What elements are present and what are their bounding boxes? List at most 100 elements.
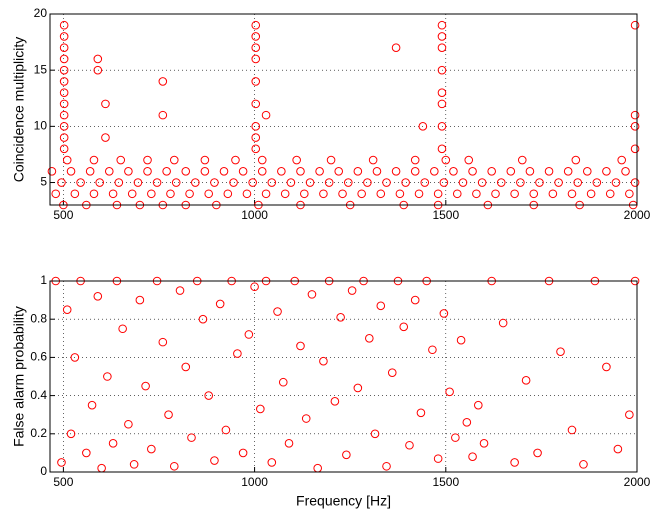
point (251, 144, 261, 154)
point (368, 155, 378, 165)
y-tick-label: 5 (40, 175, 47, 189)
x-tick-label: 500 (53, 208, 73, 222)
point (391, 166, 401, 176)
point (449, 166, 458, 176)
point (529, 189, 539, 199)
point (399, 322, 409, 332)
point (251, 54, 261, 64)
point (103, 372, 112, 381)
point (602, 362, 611, 372)
point (554, 178, 563, 187)
point (70, 189, 80, 199)
point (59, 65, 69, 75)
point (387, 368, 397, 377)
point (382, 178, 391, 187)
point (116, 155, 126, 165)
point (567, 425, 577, 435)
point (506, 166, 516, 176)
point (510, 458, 519, 467)
point (143, 166, 152, 176)
point (124, 166, 133, 176)
point (251, 122, 261, 131)
x-axis-label: Frequency [Hz] (296, 493, 391, 509)
point (267, 458, 277, 467)
point (59, 99, 69, 109)
point (59, 77, 69, 86)
y-tick-label: 0.8 (30, 311, 47, 325)
point (439, 178, 449, 187)
point (238, 166, 248, 176)
x-tick-label: 500 (53, 475, 73, 489)
point (556, 347, 565, 356)
point (261, 110, 271, 120)
point (630, 122, 640, 131)
point (307, 290, 317, 299)
point (82, 448, 91, 458)
point (133, 178, 143, 187)
point (376, 301, 386, 311)
point (108, 189, 118, 199)
point (181, 166, 191, 176)
point (563, 166, 573, 176)
point (233, 349, 242, 358)
point (101, 133, 110, 142)
point (223, 189, 233, 199)
axes-box (49, 280, 638, 473)
point (244, 330, 254, 339)
point (101, 99, 110, 109)
point (47, 166, 57, 176)
y-axis-label: False alarm probability (11, 306, 27, 447)
point (428, 345, 437, 355)
y-tick-label: 1 (40, 273, 47, 287)
point (141, 381, 150, 391)
point (278, 377, 288, 387)
point (472, 189, 481, 199)
point (439, 309, 449, 318)
point (496, 178, 506, 187)
point (229, 178, 238, 187)
point (491, 189, 500, 199)
point (382, 461, 391, 471)
point (147, 189, 156, 199)
point (210, 178, 219, 187)
y-tick-label: 20 (34, 6, 48, 20)
point (433, 189, 443, 199)
point (251, 43, 261, 53)
x-tick-label: 1000 (241, 475, 268, 489)
point (104, 166, 114, 176)
point (57, 458, 66, 467)
point (336, 312, 345, 322)
point (284, 439, 294, 448)
point (571, 155, 581, 165)
point (462, 418, 472, 427)
point (330, 397, 340, 406)
point (152, 178, 162, 187)
point (416, 408, 426, 418)
point (548, 189, 558, 199)
y-axis-label: Coincidence multiplicity (11, 37, 27, 183)
point (59, 122, 69, 131)
point (169, 461, 179, 471)
point (353, 166, 363, 176)
point (242, 189, 252, 199)
point (93, 65, 103, 75)
y-tick-label: 0.2 (30, 426, 47, 440)
point (198, 314, 208, 324)
point (353, 383, 363, 393)
point (261, 189, 271, 199)
point (162, 166, 171, 176)
point (487, 166, 496, 176)
point (187, 433, 196, 442)
point (573, 178, 583, 187)
point (191, 178, 200, 187)
point (479, 439, 489, 448)
point (171, 178, 181, 187)
point (59, 54, 69, 64)
x-tick-label: 2000 (624, 475, 651, 489)
point (89, 189, 99, 199)
point (437, 32, 447, 41)
point (219, 166, 229, 176)
point (376, 189, 386, 199)
point (621, 166, 630, 176)
point (251, 133, 261, 142)
